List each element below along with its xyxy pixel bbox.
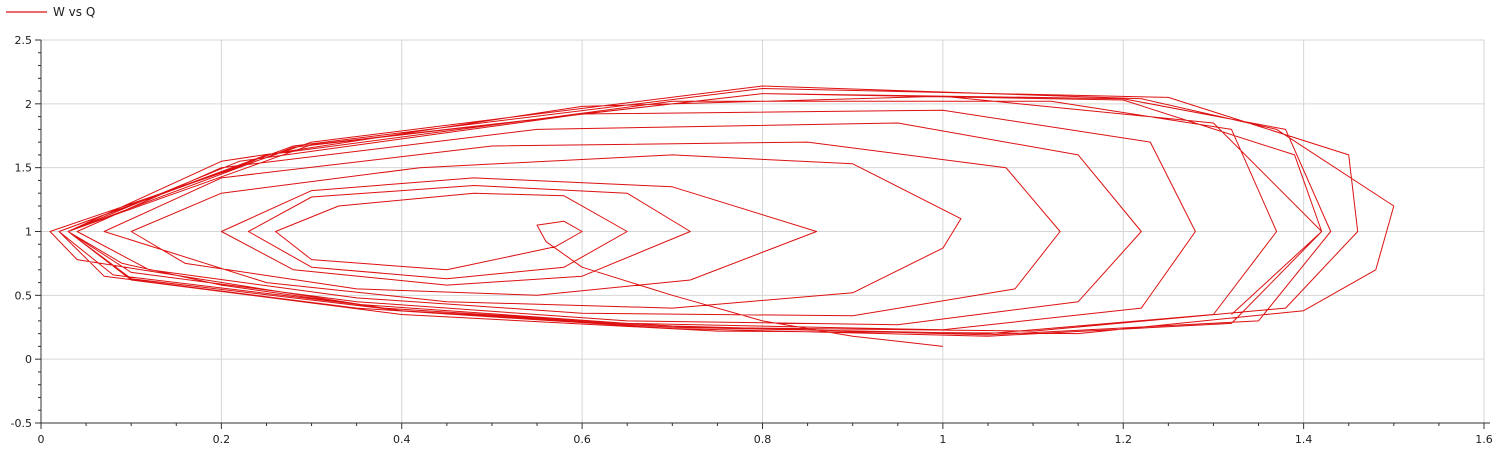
- y-tick-label: 1.5: [15, 162, 33, 175]
- x-tick-label: 0.4: [393, 433, 411, 446]
- y-tick-label: 0.5: [15, 289, 33, 302]
- series-line-w-vs-q: [49, 85, 1395, 347]
- x-tick-label: 1.6: [1475, 433, 1493, 446]
- legend: W vs Q: [6, 5, 95, 19]
- x-tick-label: 1: [939, 433, 946, 446]
- x-tick-label: 1.4: [1295, 433, 1313, 446]
- y-tick-label: 2.5: [15, 34, 33, 47]
- x-tick-label: 0.6: [573, 433, 591, 446]
- x-tick-label: 1.2: [1115, 433, 1133, 446]
- y-tick-label: 1: [25, 226, 32, 239]
- y-tick-label: 0: [25, 353, 32, 366]
- y-tick-label: -0.5: [11, 417, 32, 430]
- grid: [40, 39, 1485, 424]
- x-tick-label: 0.2: [213, 433, 231, 446]
- y-tick-label: 2: [25, 98, 32, 111]
- x-tick-label: 0: [38, 433, 45, 446]
- x-tick-label: 0.8: [754, 433, 772, 446]
- series-layer: [49, 85, 1395, 347]
- legend-label: W vs Q: [53, 5, 95, 19]
- axes: 0 0.2 0.4 0.6 0.8 1 1.2 1.4 1.6 -0.5 0 0.5 1 1.5 2 2.5: [11, 34, 1493, 446]
